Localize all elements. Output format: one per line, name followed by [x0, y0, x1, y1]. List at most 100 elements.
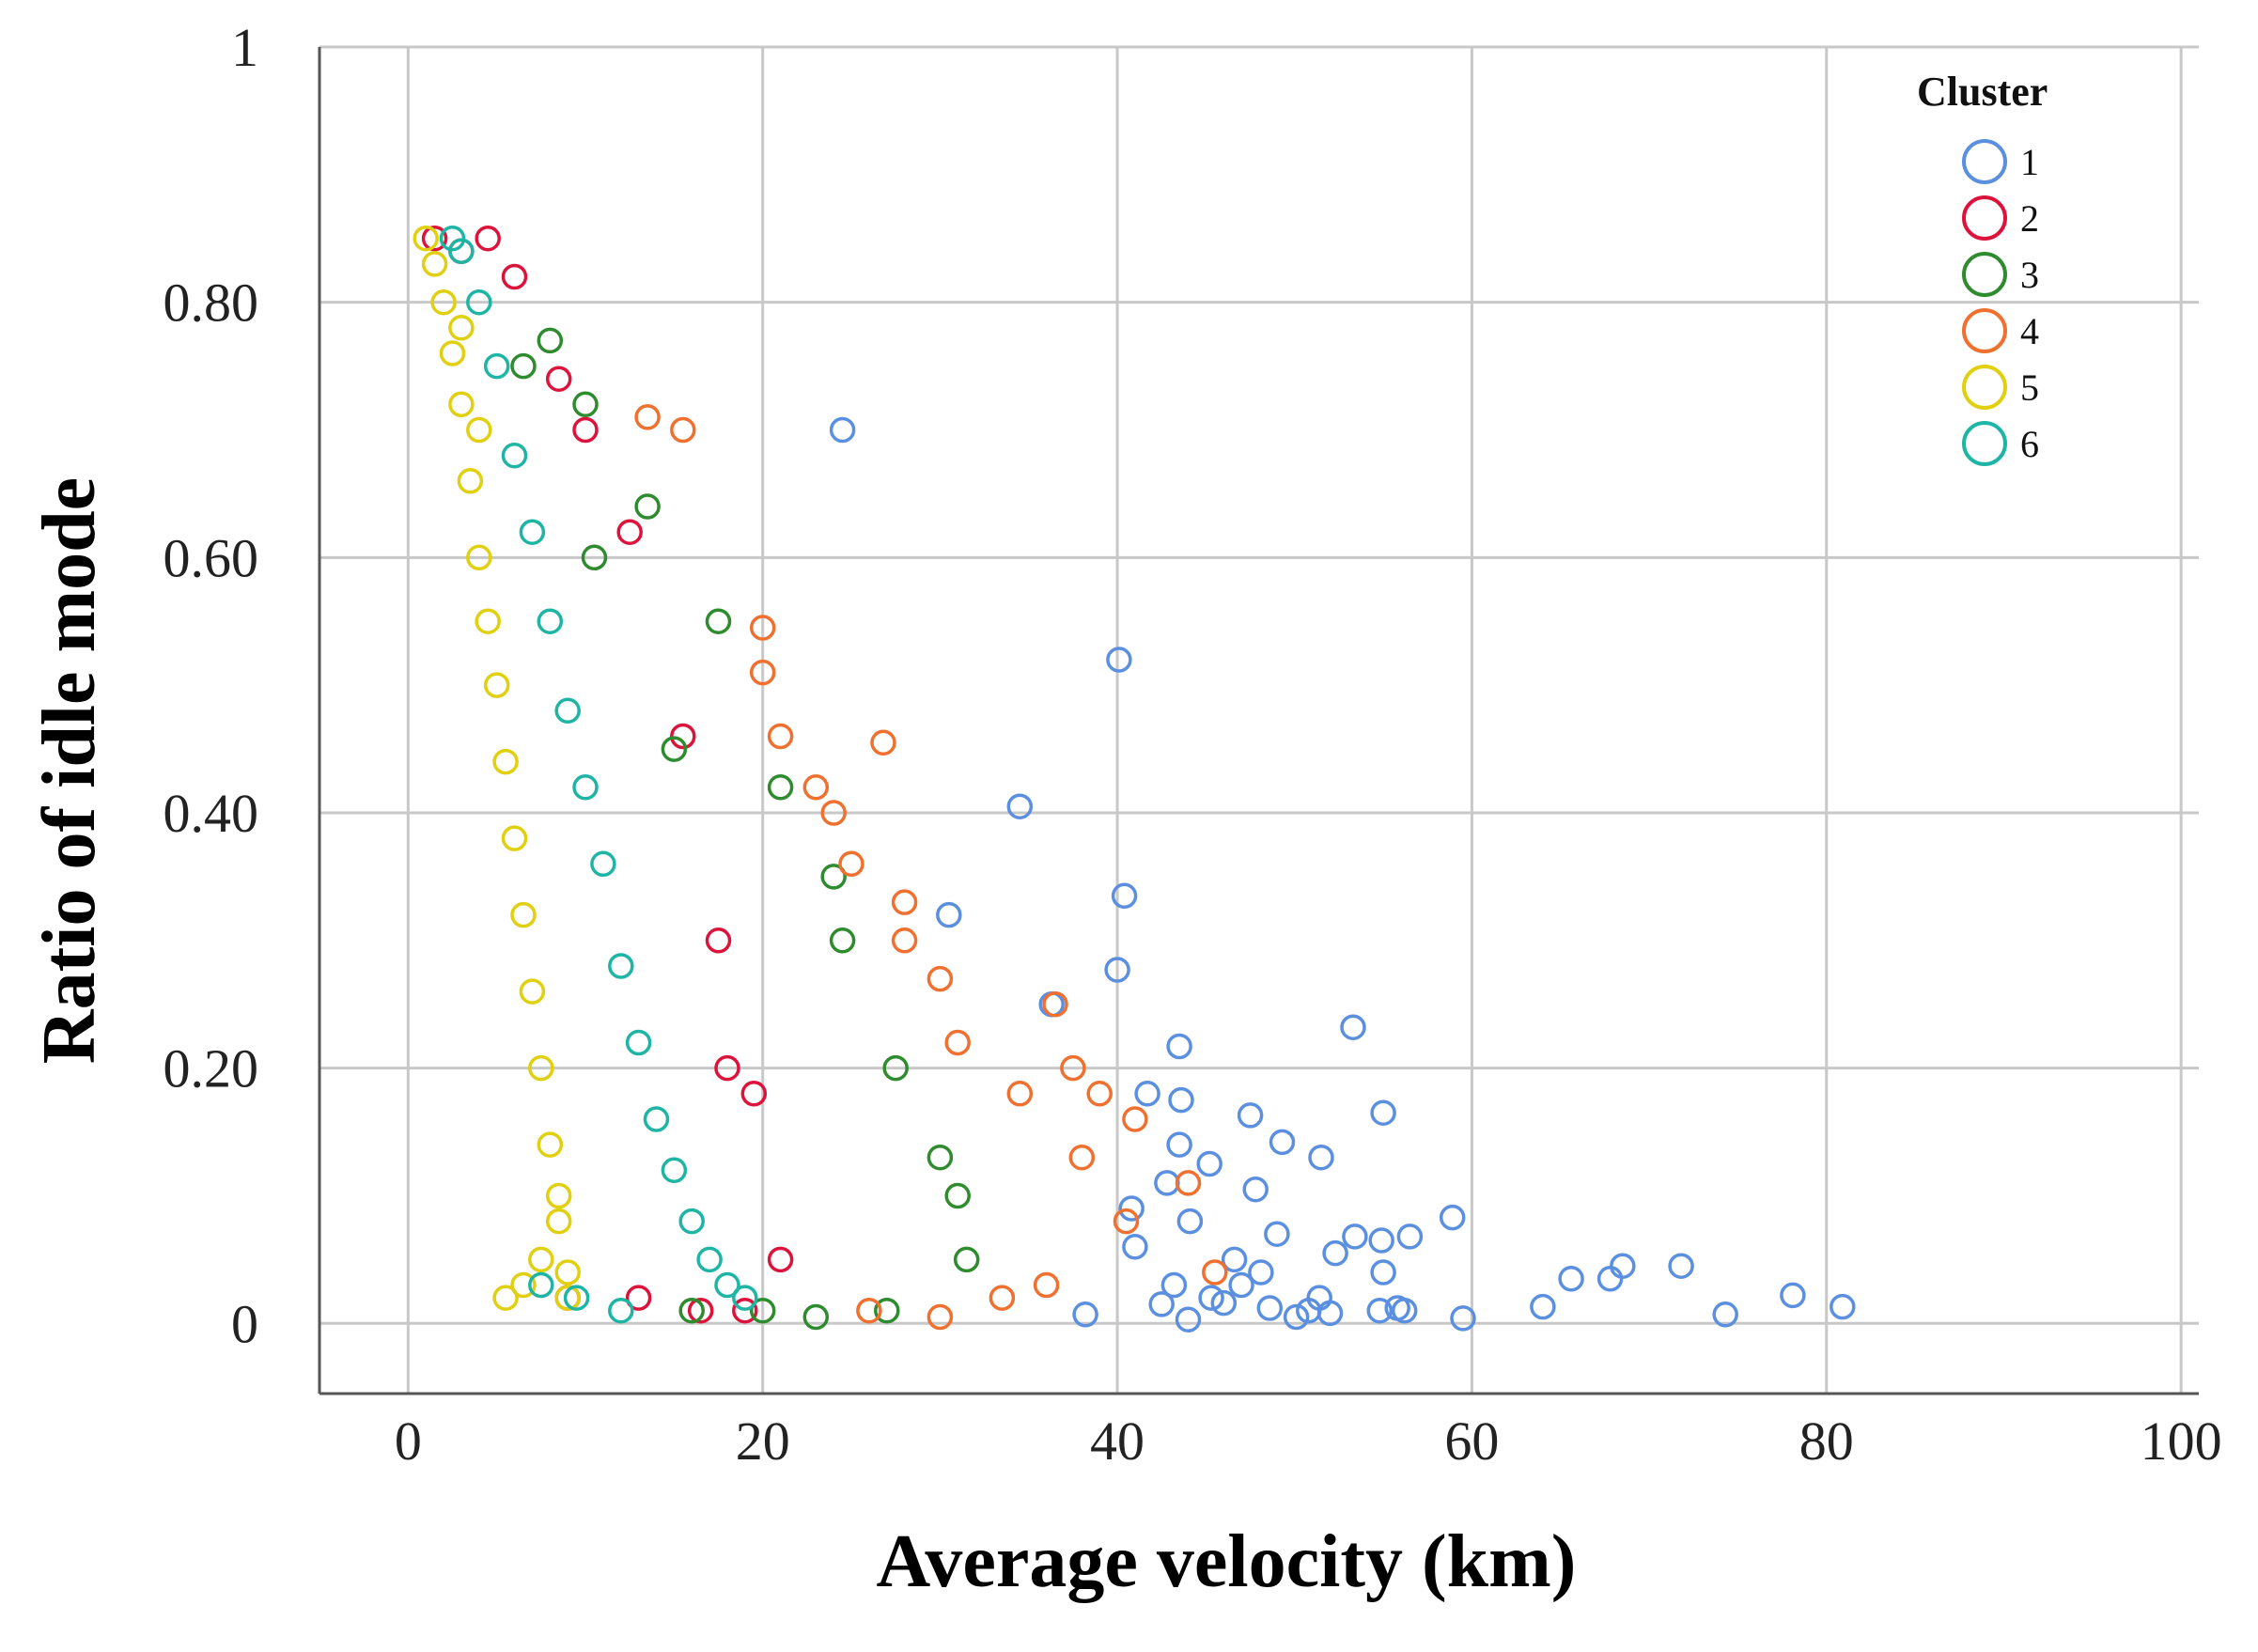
data-point [608, 953, 634, 979]
x-tick-label: 80 [1799, 1410, 1854, 1472]
data-point [581, 544, 608, 571]
data-point [537, 608, 564, 634]
x-tick-label: 100 [2141, 1410, 2222, 1472]
data-point [519, 978, 546, 1005]
data-point [1196, 1150, 1222, 1177]
data-point [1154, 1170, 1180, 1196]
data-point [732, 1297, 758, 1324]
data-point [944, 1182, 971, 1209]
data-point [891, 889, 918, 915]
data-point [1712, 1301, 1738, 1328]
data-point [572, 416, 599, 444]
data-point [554, 1259, 581, 1286]
data-point [1269, 1129, 1296, 1156]
data-point [696, 1246, 723, 1273]
legend-title: Cluster [1917, 69, 2048, 115]
x-tick-label: 0 [395, 1410, 422, 1472]
data-point [1342, 1223, 1368, 1250]
data-point [1248, 1259, 1274, 1286]
data-point [1042, 990, 1068, 1018]
x-tick-label: 20 [736, 1410, 790, 1472]
data-point [537, 327, 564, 354]
data-point [1060, 1054, 1086, 1082]
data-point [749, 659, 776, 686]
data-point [927, 1303, 954, 1331]
data-point [838, 850, 864, 878]
data-point [466, 416, 492, 444]
data-point [749, 1297, 776, 1324]
y-axis-title: Ratio of idle mode [28, 477, 111, 1064]
legend-marker-3 [1962, 252, 2007, 297]
data-point [1006, 1081, 1034, 1107]
data-point [572, 391, 599, 418]
data-point [634, 493, 661, 520]
data-point [492, 748, 519, 775]
legend-label-4: 4 [2020, 310, 2039, 352]
data-point [767, 1246, 794, 1273]
data-point [1122, 1234, 1148, 1260]
series-2 [421, 225, 794, 1324]
data-point [1370, 1259, 1396, 1286]
data-point [608, 1297, 634, 1324]
data-point [687, 1297, 714, 1324]
data-point [554, 1285, 581, 1311]
series-4 [634, 404, 1228, 1331]
data-point [1308, 1144, 1334, 1171]
data-point [590, 850, 616, 878]
data-point [1368, 1227, 1394, 1254]
data-point [510, 1271, 537, 1299]
data-point [1086, 1081, 1113, 1107]
legend-label-2: 2 [2020, 197, 2039, 240]
data-point [891, 927, 918, 954]
data-point [1134, 1081, 1160, 1107]
data-point [714, 1054, 740, 1082]
legend-marker-2 [1962, 195, 2007, 241]
data-point [1228, 1271, 1254, 1299]
data-point [545, 366, 572, 392]
data-point [749, 615, 776, 641]
data-point [820, 864, 847, 890]
grid [319, 45, 2199, 1394]
data-point [1068, 1144, 1096, 1171]
data-point [643, 1106, 670, 1132]
series-5 [413, 225, 581, 1311]
data-point [740, 1081, 768, 1107]
data-point [1198, 1285, 1224, 1311]
data-point [510, 352, 537, 380]
data-point [767, 774, 794, 801]
data-point [670, 723, 696, 750]
x-tick-label: 40 [1090, 1410, 1145, 1472]
data-point [1264, 1221, 1290, 1247]
data-point [1530, 1293, 1556, 1320]
data-point [1113, 1208, 1140, 1235]
data-point [1006, 793, 1034, 819]
data-point [483, 352, 510, 380]
y-tick-label: 0.60 [164, 527, 259, 588]
y-tick-label: 1 [231, 17, 258, 78]
legend-label-3: 3 [2020, 254, 2039, 296]
axes [318, 47, 2199, 1395]
data-point [1168, 1086, 1194, 1114]
data-point [944, 1029, 971, 1056]
data-point [1296, 1297, 1322, 1324]
data-point [1237, 1102, 1264, 1129]
data-points [413, 225, 1856, 1333]
data-point [1596, 1266, 1624, 1292]
data-point [678, 1297, 705, 1324]
data-point [882, 1054, 909, 1082]
data-point [705, 608, 732, 634]
data-point [1668, 1253, 1694, 1279]
data-point [448, 238, 475, 265]
x-tick-label: 60 [1444, 1410, 1499, 1472]
series-1 [829, 416, 1856, 1333]
legend-label-1: 1 [2020, 141, 2039, 183]
data-point [475, 608, 501, 634]
data-point [1384, 1295, 1410, 1321]
data-point [1118, 1195, 1145, 1222]
data-point [1450, 1305, 1476, 1332]
data-point [616, 519, 643, 545]
data-point [856, 1297, 882, 1324]
data-point [1104, 957, 1130, 983]
